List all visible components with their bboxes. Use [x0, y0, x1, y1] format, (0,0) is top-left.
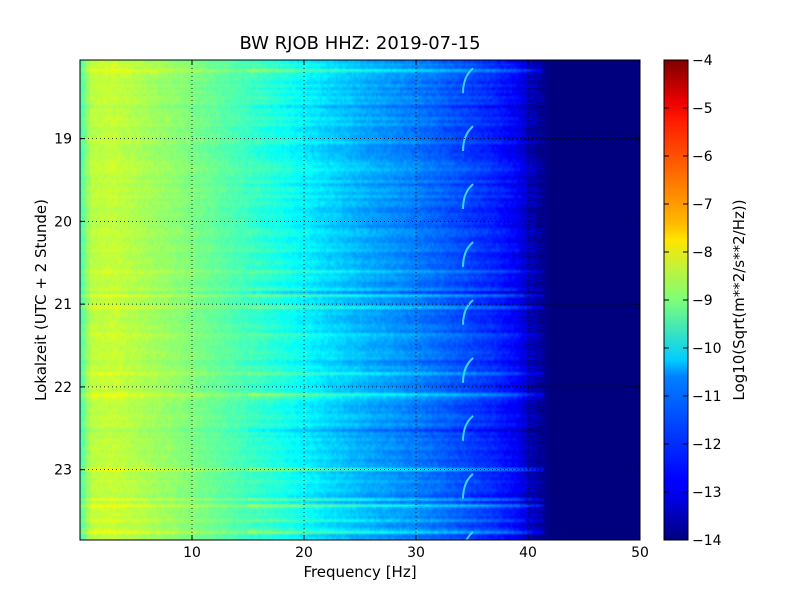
colorbar-tick-label: −12 — [692, 437, 722, 453]
plot-area: 10 20 30 40 50 19 20 21 22 23 — [54, 59, 649, 561]
colorbar-tick-label: −7 — [692, 197, 713, 213]
narrowband-line-segment — [462, 415, 474, 441]
x-axis-label: Frequency [Hz] — [303, 563, 416, 581]
narrowband-line-segment — [462, 241, 474, 267]
narrowband-line-segment — [462, 357, 474, 383]
chart-title: BW RJOB HHZ: 2019-07-15 — [239, 33, 480, 54]
x-tick-label: 50 — [631, 545, 649, 561]
colorbar: −4 −5 −6 −7 −8 −9 −10 −11 −12 −13 −14 Log10(Sqrt(m… — [663, 53, 748, 549]
colorbar-ticks: −4 −5 −6 −7 −8 −9 −10 −11 −12 −13 −14 — [664, 53, 722, 549]
y-tick-label: 19 — [54, 132, 72, 148]
colorbar-tick-label: −14 — [692, 533, 722, 549]
narrowband-line-segment — [462, 125, 474, 152]
narrowband-line-segment — [462, 473, 474, 499]
grid-lines — [80, 60, 640, 540]
y-tick-label: 21 — [54, 297, 72, 313]
spectrogram-heatmap — [80, 60, 640, 540]
narrowband-line-segment — [462, 299, 474, 325]
colorbar-tick-label: −13 — [692, 485, 722, 501]
narrowband-line-group — [462, 67, 474, 540]
colorbar-label: Log10(Sqrt(m**2/s**2/Hz)) — [730, 199, 748, 400]
x-tick-label: 30 — [407, 545, 425, 561]
x-tick-label: 40 — [519, 545, 537, 561]
colorbar-tick-label: −11 — [692, 389, 722, 405]
narrowband-line-segment — [462, 67, 474, 94]
y-tick-label: 23 — [54, 463, 72, 479]
narrowband-line-segment — [462, 183, 474, 209]
colorbar-tick-label: −5 — [692, 101, 713, 117]
colorbar-tick-label: −9 — [692, 293, 713, 309]
y-tick-label: 20 — [54, 214, 72, 230]
x-tick-label: 10 — [183, 545, 201, 561]
y-tick-label: 22 — [54, 380, 72, 396]
x-axis-ticks: 10 20 30 40 50 — [183, 60, 649, 561]
colorbar-tick-label: −10 — [692, 341, 722, 357]
colorbar-tick-label: −8 — [692, 245, 713, 261]
colorbar-tick-label: −4 — [692, 53, 713, 69]
plot-frame — [79, 59, 641, 541]
y-axis-ticks: 19 20 21 22 23 — [54, 132, 640, 479]
colorbar-tick-label: −6 — [692, 149, 713, 165]
x-tick-label: 20 — [295, 545, 313, 561]
y-axis-label: Lokalzeit (UTC + 2 Stunde) — [32, 199, 50, 401]
narrowband-line-segment — [465, 530, 474, 540]
